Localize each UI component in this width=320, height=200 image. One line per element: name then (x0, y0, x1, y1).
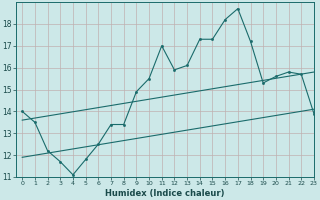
X-axis label: Humidex (Indice chaleur): Humidex (Indice chaleur) (105, 189, 225, 198)
